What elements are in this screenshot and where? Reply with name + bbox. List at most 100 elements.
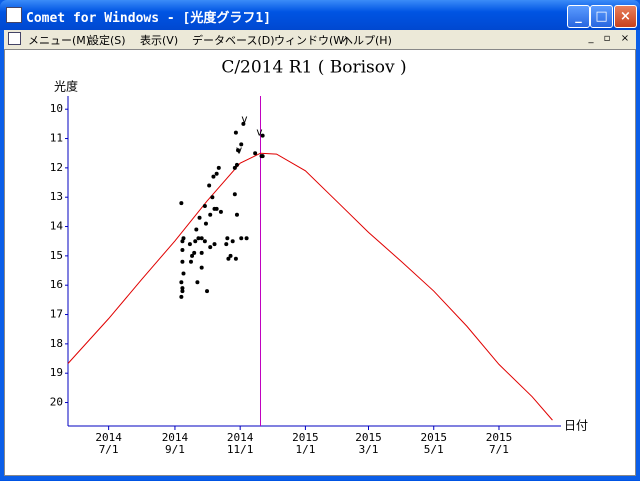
y-tick-label: 18 [50, 337, 63, 350]
x-tick-label: 2015 [355, 431, 382, 444]
chart-title: C/2014 R1 ( Borisov ) [221, 58, 406, 78]
observation [232, 192, 237, 197]
y-tick-label: 12 [50, 161, 63, 174]
observation [187, 242, 192, 247]
observation [199, 250, 204, 255]
observation [228, 253, 233, 258]
x-tick-label: 2014 [95, 431, 122, 444]
close-button[interactable]: × [614, 5, 637, 28]
observation [197, 215, 202, 220]
annotation: v [241, 112, 248, 125]
app-icon [6, 7, 22, 23]
observation [190, 253, 195, 258]
x-tick-label: 7/1 [99, 443, 119, 456]
observation [216, 165, 221, 170]
menu-item[interactable]: ウィンドウ(W) [274, 34, 349, 47]
y-tick-label: 15 [50, 249, 63, 262]
y-tick-label: 11 [50, 132, 63, 145]
observation [202, 204, 207, 208]
menu-item[interactable]: データベース(D) [192, 34, 275, 47]
x-axis-label: 日付 [564, 419, 588, 433]
chart-panel: C/2014 R1 ( Borisov ) 光度 日付 10 11 12 13 14 15… [4, 49, 636, 476]
x-tick-label: 2015 [486, 431, 513, 444]
y-tick-label: 16 [50, 278, 63, 291]
observation [208, 212, 213, 217]
minimize-button[interactable]: _ [567, 5, 590, 28]
y-tick-label: 13 [50, 190, 63, 203]
observation [192, 250, 197, 255]
menu-bar: メニュー(M) 設定(S) 表示(V) データベース(D) ウィンドウ(W) ヘ… [4, 30, 636, 48]
observation [260, 154, 265, 159]
observation [236, 148, 241, 153]
y-tick-label: 20 [50, 396, 63, 409]
menu-item[interactable]: メニュー(M) [28, 34, 91, 47]
mdi-restore[interactable]: ▫ [603, 33, 611, 44]
observation [199, 236, 204, 241]
observation [180, 239, 185, 244]
x-tick-label: 1/1 [295, 443, 315, 456]
menu-item[interactable]: 表示(V) [140, 34, 179, 47]
x-tick-label: 2014 [162, 431, 189, 444]
x-tick-label: 2015 [420, 431, 447, 444]
observation [203, 221, 208, 226]
observation [241, 121, 246, 126]
doc-icon [8, 32, 21, 45]
observation [179, 280, 184, 285]
menu-item[interactable]: ヘルプ(H) [342, 34, 392, 47]
observation [194, 227, 199, 232]
x-tick-label: 2015 [292, 431, 319, 444]
observation [210, 195, 215, 200]
observation [193, 239, 198, 244]
y-tick-label: 17 [50, 308, 63, 321]
x-tick-label: 5/1 [424, 443, 444, 456]
observation [225, 236, 230, 241]
observation [180, 259, 185, 264]
mdi-minimize[interactable]: _ [588, 33, 594, 44]
observation [180, 289, 185, 294]
observation [226, 256, 231, 261]
observation [244, 236, 249, 241]
observation [205, 289, 210, 294]
observation [234, 212, 239, 217]
y-axis-label: 光度 [54, 79, 78, 94]
title-bar: Comet for Windows - [光度グラフ1] _ □ × [0, 0, 640, 30]
menu-item[interactable]: 設定(S) [88, 34, 126, 47]
observation [196, 236, 201, 241]
observation [214, 206, 219, 211]
observation [199, 265, 204, 270]
observation [195, 280, 200, 285]
annotation: v [256, 126, 263, 139]
observation [207, 183, 212, 188]
observation [260, 133, 265, 138]
observation [232, 165, 237, 170]
mdi-close[interactable]: × [620, 33, 630, 44]
client-area: メニュー(M) 設定(S) 表示(V) データベース(D) ウィンドウ(W) ヘ… [4, 30, 636, 476]
observation [208, 245, 213, 250]
observation [224, 242, 229, 247]
x-tick-label: 9/1 [165, 443, 185, 456]
observation [239, 142, 244, 147]
x-tick-label: 2014 [227, 431, 254, 444]
x-tick-label: 3/1 [359, 443, 379, 456]
observation [181, 271, 186, 276]
x-tick-label: 7/1 [489, 443, 509, 456]
observation [233, 130, 238, 135]
maximize-button[interactable]: □ [590, 5, 613, 28]
observation [180, 286, 185, 291]
observation [239, 236, 244, 241]
observation [233, 256, 238, 261]
observation [179, 294, 184, 299]
observation [180, 248, 185, 252]
annotation: v [236, 143, 243, 156]
observation [230, 239, 235, 244]
y-tick-label: 14 [50, 220, 64, 233]
observation [212, 242, 217, 247]
observation [253, 151, 258, 156]
observation [211, 174, 216, 179]
y-tick-label: 10 [50, 102, 63, 115]
observation [188, 259, 193, 264]
observation [234, 162, 239, 167]
x-tick-label: 11/1 [227, 443, 254, 456]
